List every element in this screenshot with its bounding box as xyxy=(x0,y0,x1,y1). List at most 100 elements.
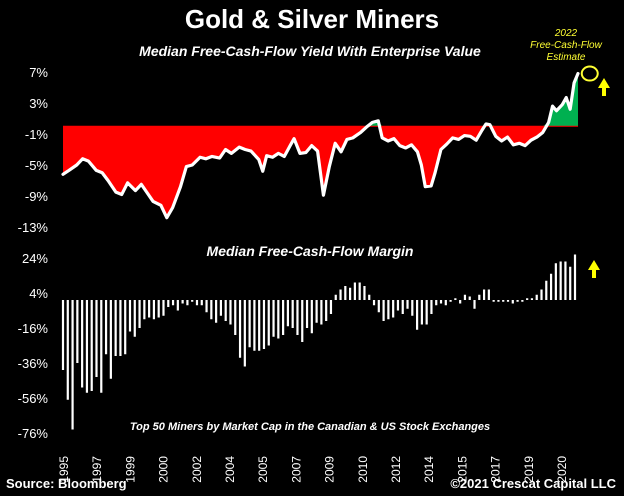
margin-bar xyxy=(435,300,438,306)
margin-bar xyxy=(133,300,136,337)
margin-bar xyxy=(502,300,505,302)
x-tick-label: 2002 xyxy=(190,456,204,483)
x-tick-label: 2004 xyxy=(223,456,237,483)
margin-bar xyxy=(396,300,400,311)
margin-bar xyxy=(549,273,553,300)
margin-bar xyxy=(463,294,467,300)
margin-bar xyxy=(157,300,160,318)
fcf-yield-title: Median Free-Cash-Flow Yield With Enterpr… xyxy=(139,43,481,59)
margin-bar xyxy=(243,300,246,367)
margin-bar xyxy=(478,294,481,300)
margin-bar xyxy=(521,300,524,302)
margin-bar xyxy=(186,300,189,306)
margin-bar xyxy=(66,300,69,400)
margin-bar xyxy=(253,300,256,351)
margin-bar xyxy=(497,300,500,302)
margin-up-arrow xyxy=(588,260,600,278)
y-tick-label: 3% xyxy=(29,96,48,111)
x-tick-label: 2019 xyxy=(522,456,536,483)
x-tick-label: 2009 xyxy=(323,456,337,483)
margin-bar xyxy=(545,280,548,300)
margin-bar xyxy=(76,300,79,363)
x-tick-label: 2000 xyxy=(157,456,171,483)
margin-bar xyxy=(200,300,203,306)
margin-bar xyxy=(363,286,366,300)
fcf-yield-area xyxy=(63,73,578,218)
margin-bar xyxy=(205,300,208,313)
margin-bar xyxy=(349,287,352,300)
margin-bar xyxy=(506,300,510,302)
margin-bar xyxy=(526,298,529,300)
margin-bar xyxy=(368,294,371,300)
margin-bar xyxy=(392,300,395,318)
margin-bar xyxy=(339,289,342,300)
margin-bar xyxy=(420,300,423,325)
estimate-marker xyxy=(580,65,610,278)
x-tick-label: 2007 xyxy=(289,456,303,483)
margin-bar xyxy=(535,294,538,300)
margin-bar xyxy=(215,300,218,323)
x-tick-label: 2014 xyxy=(422,456,436,483)
margin-bar xyxy=(372,300,376,306)
margin-bar xyxy=(387,300,390,320)
y-tick-label: -13% xyxy=(18,220,49,235)
margin-bar xyxy=(90,300,93,391)
margin-bar xyxy=(344,286,347,300)
margin-bar xyxy=(564,261,567,300)
margin-bar xyxy=(272,300,275,337)
positive-yield-fill xyxy=(63,73,578,127)
margin-bar xyxy=(310,300,313,334)
margin-bar xyxy=(61,300,65,370)
y-tick-label: 4% xyxy=(29,286,48,301)
margin-bar xyxy=(334,294,337,300)
margin-bar xyxy=(138,300,141,328)
margin-bar xyxy=(71,300,74,430)
margin-bar xyxy=(234,300,237,335)
estimate-circle xyxy=(580,65,599,82)
y-tick-label: 24% xyxy=(22,251,48,266)
x-axis: 1995 1997 1999 2000 2002 2004 2005 2007 2009 2010… xyxy=(57,456,569,483)
y-tick-label: -56% xyxy=(18,391,49,406)
margin-bar xyxy=(377,300,380,313)
margin-bar xyxy=(258,300,261,351)
yield-series-line xyxy=(61,71,580,220)
margin-bar xyxy=(305,300,309,328)
margin-bar xyxy=(104,300,108,355)
margin-bar xyxy=(191,300,194,302)
x-tick-label: 1995 xyxy=(57,456,71,483)
margin-bar xyxy=(162,300,165,316)
margin-bar xyxy=(382,300,385,321)
margin-bar xyxy=(329,300,333,314)
margin-bar xyxy=(406,300,409,309)
copyright-label: ©2021 Crescat Capital LLC xyxy=(450,476,616,491)
fcf-yield-line xyxy=(61,71,580,220)
margin-bar xyxy=(195,300,199,306)
margin-bar xyxy=(530,298,534,300)
estimate-annotation: 2022 Free-Cash-Flow Estimate xyxy=(520,28,612,64)
margin-bar xyxy=(181,300,184,304)
margin-bar xyxy=(286,300,289,327)
estimate-up-arrow xyxy=(598,78,610,96)
margin-bar xyxy=(449,300,452,302)
fcf-margin-title: Median Free-Cash-Flow Margin xyxy=(206,243,414,259)
margin-bar xyxy=(95,300,98,377)
margin-bar xyxy=(511,300,514,304)
margin-bar xyxy=(439,300,443,304)
margin-bar xyxy=(267,300,270,346)
margin-bar xyxy=(238,300,242,358)
margin-bar xyxy=(315,300,318,323)
y-tick-label: 7% xyxy=(29,65,48,80)
margin-bar xyxy=(358,282,361,300)
margin-bar xyxy=(492,300,495,302)
y-tick-label: -5% xyxy=(25,158,49,173)
x-tick-label: 1997 xyxy=(90,456,104,483)
y-tick-label: -76% xyxy=(18,426,49,441)
margin-bar xyxy=(401,300,404,314)
estimate-line-word: Estimate xyxy=(546,52,586,63)
margin-bar xyxy=(468,296,471,300)
margin-bar xyxy=(219,300,223,316)
sample-note: Top 50 Miners by Market Cap in the Canad… xyxy=(129,421,491,433)
margin-bar xyxy=(85,300,89,393)
margin-bar xyxy=(282,300,285,335)
margin-bar xyxy=(167,300,170,307)
